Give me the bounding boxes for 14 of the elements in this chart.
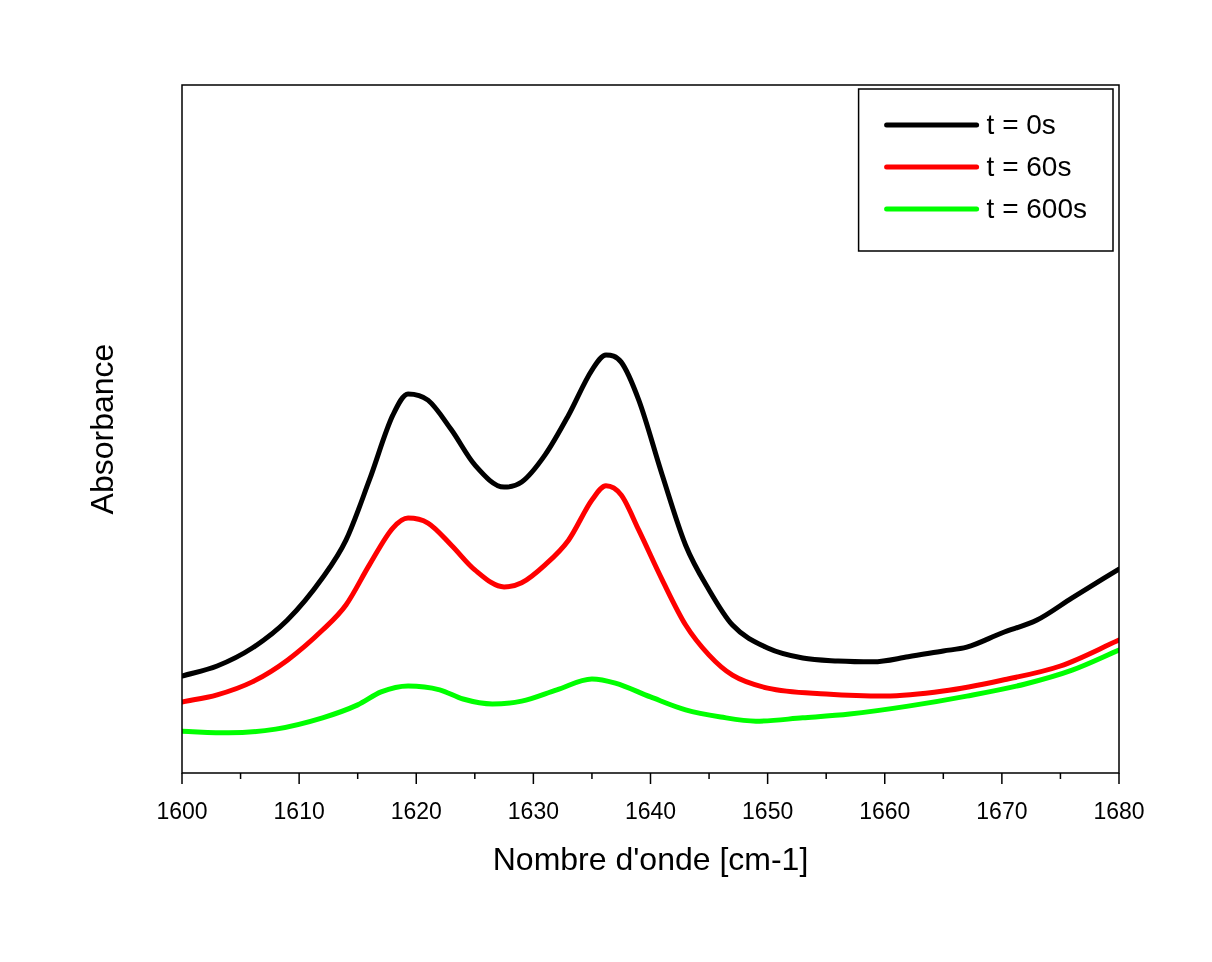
x-tick-label: 1660 — [859, 798, 911, 825]
y-axis-title: Absorbance — [84, 343, 121, 515]
x-tick-label: 1630 — [507, 798, 559, 825]
x-tick-label: 1600 — [156, 798, 208, 825]
legend-label: t = 60s — [986, 150, 1072, 182]
x-tick-label: 1650 — [742, 798, 794, 825]
x-tick-label: 1670 — [976, 798, 1028, 825]
x-tick-label: 1620 — [390, 798, 442, 825]
legend-label: t = 600s — [986, 192, 1087, 224]
x-tick-label: 1640 — [624, 798, 677, 825]
legend-label: t = 0s — [986, 108, 1056, 140]
x-tick-label: 1680 — [1093, 798, 1145, 825]
x-tick-label: 1610 — [273, 798, 325, 825]
x-axis-title: Nombre d'onde [cm-1] — [492, 840, 809, 877]
